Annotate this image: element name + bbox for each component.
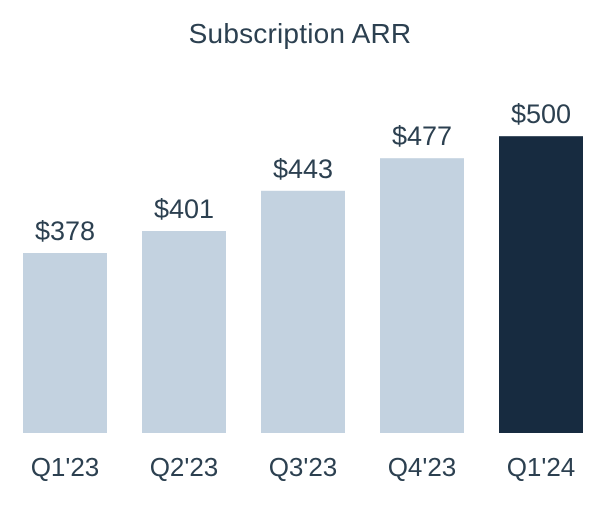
x-axis-tick-labels: Q1'23 Q2'23 Q3'23 Q4'23 Q1'24 (31, 452, 576, 482)
value-label: $443 (273, 154, 333, 184)
value-labels-layer: $378 $401 $443 $477 $500 (35, 99, 571, 246)
value-label: $401 (154, 194, 214, 224)
x-tick-label: Q1'24 (507, 452, 576, 482)
bar-q1-24 (499, 136, 583, 433)
value-label: $378 (35, 216, 95, 246)
value-label: $500 (511, 99, 571, 129)
x-tick-label: Q4'23 (388, 452, 457, 482)
chart-title: Subscription ARR (188, 18, 412, 49)
bar-q2-23 (142, 231, 226, 433)
x-tick-label: Q1'23 (31, 452, 100, 482)
value-label: $477 (392, 121, 452, 151)
bar-q4-23 (380, 158, 464, 433)
x-tick-label: Q2'23 (150, 452, 219, 482)
x-tick-label: Q3'23 (269, 452, 338, 482)
bars-layer (23, 136, 583, 433)
bar-q1-23 (23, 253, 107, 433)
bar-q3-23 (261, 190, 345, 433)
